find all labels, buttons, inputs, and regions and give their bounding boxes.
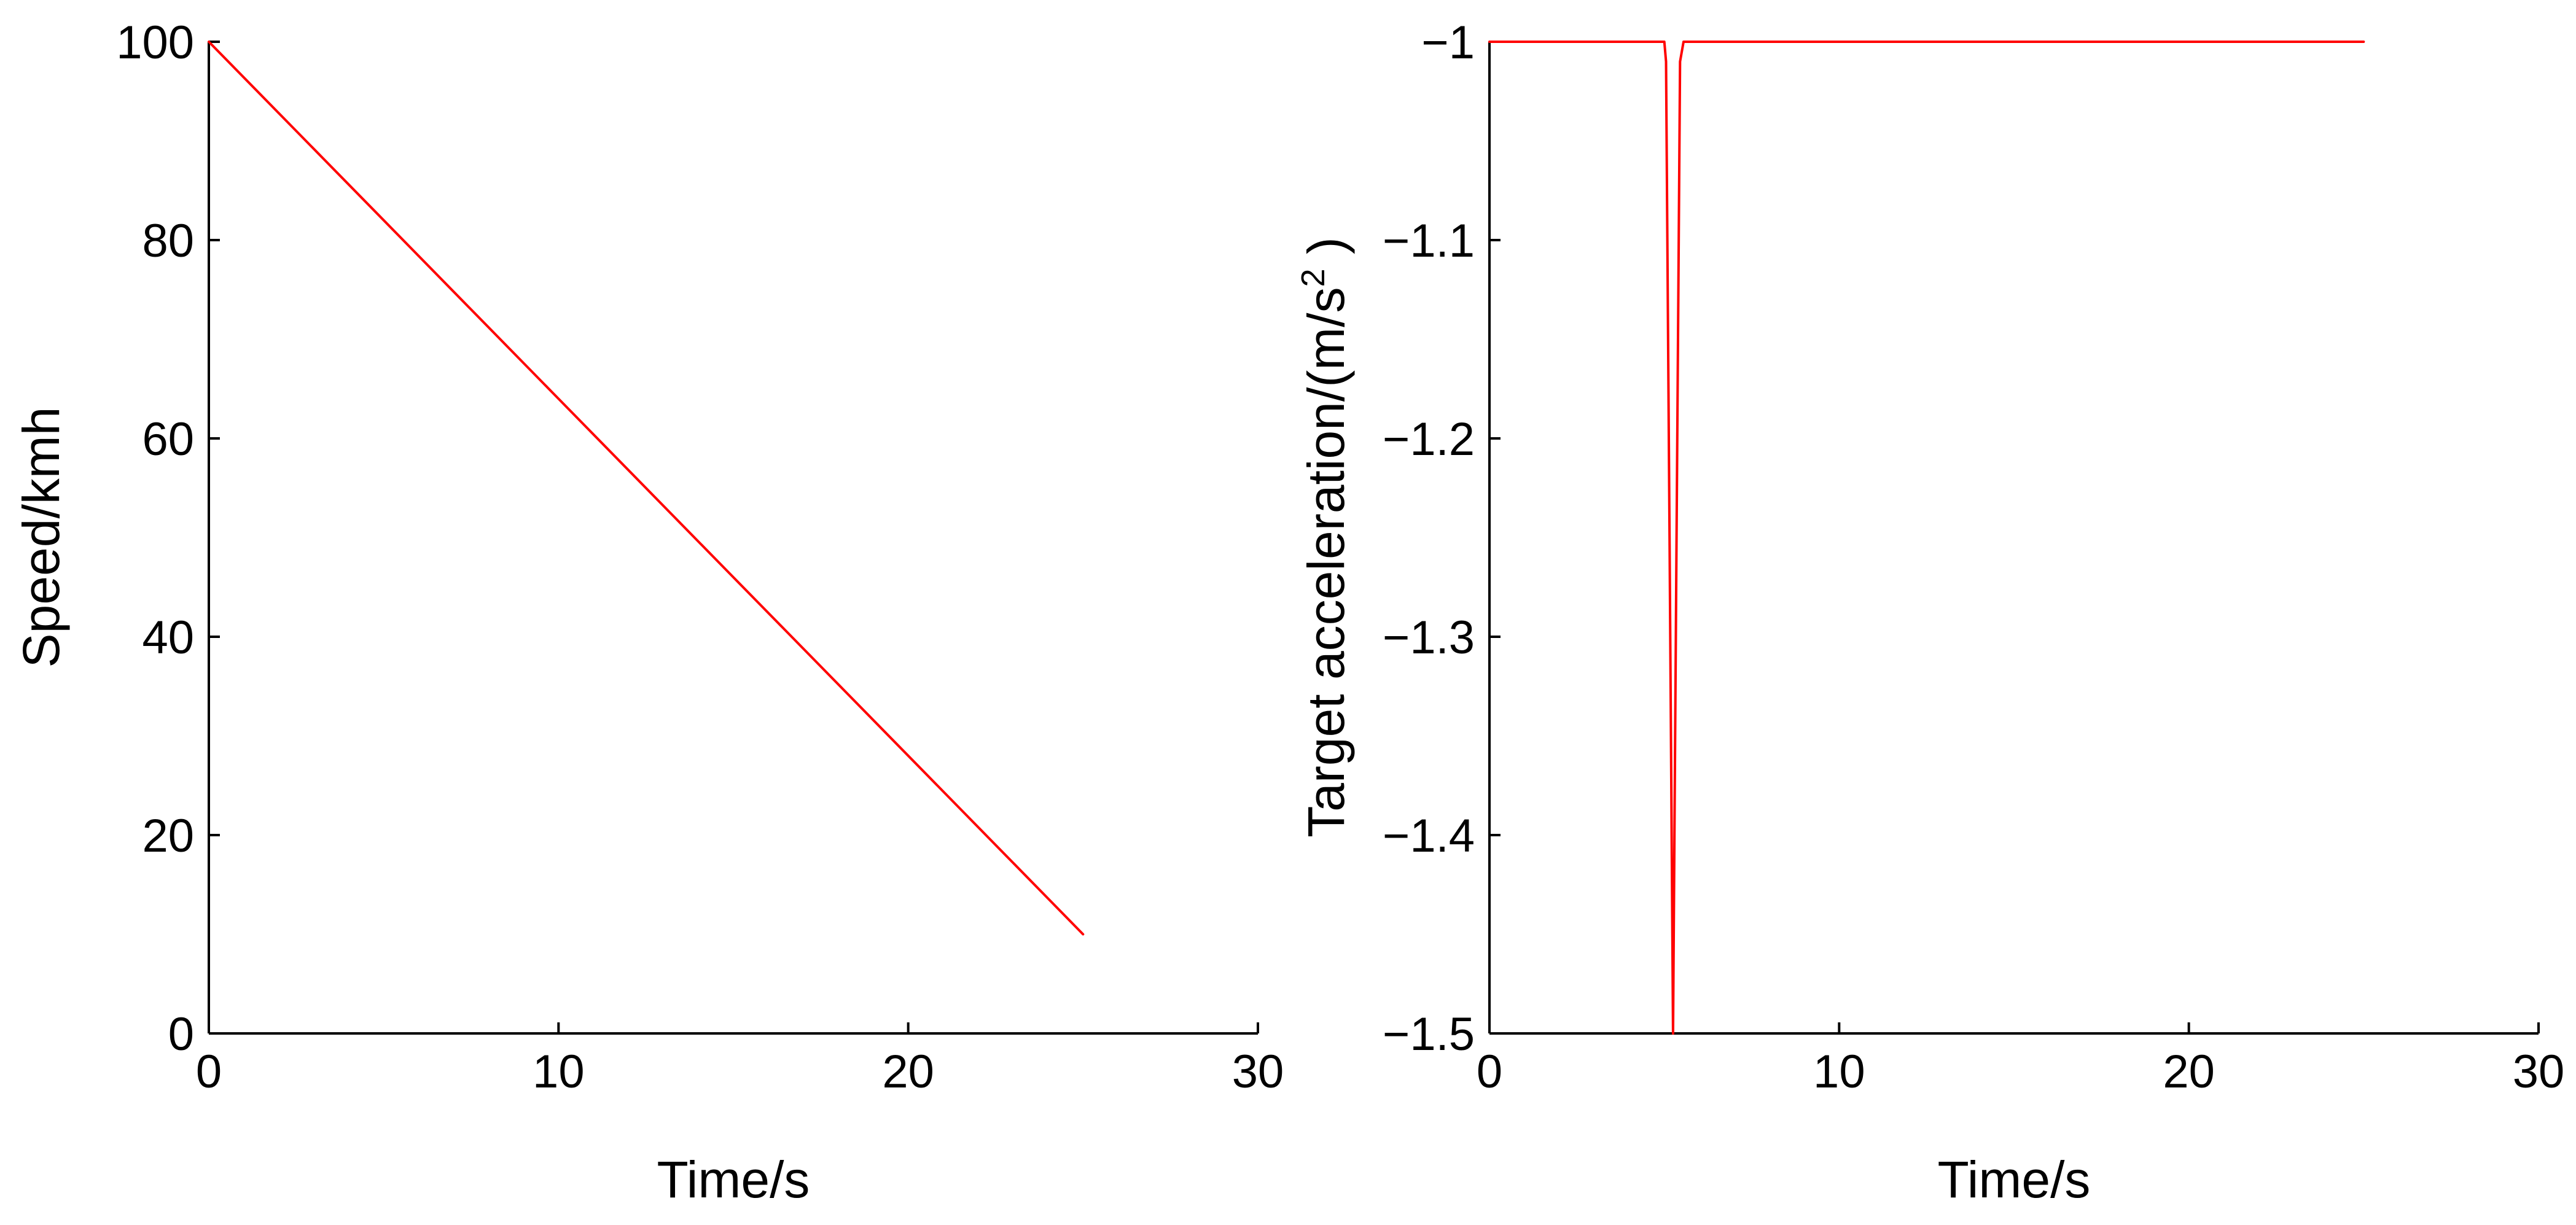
acceleration-chart-y-tick-label: −1.3	[1383, 612, 1475, 664]
acceleration-chart-x-tick-label: 0	[1477, 1046, 1502, 1098]
acceleration-chart-axes	[1488, 42, 2539, 1035]
speed-chart-axes	[208, 42, 1258, 1035]
acceleration-chart-y-tick-label: −1.5	[1383, 1008, 1475, 1060]
acceleration-chart-x-tick-label: 10	[1813, 1046, 1865, 1098]
acceleration-chart-y-axis-title-suffix: )	[1297, 237, 1355, 268]
acceleration-chart-y-tick-label: −1	[1421, 17, 1475, 69]
acceleration-chart-x-tick-label: 30	[2513, 1046, 2565, 1098]
speed-chart-y-tick-label: 0	[168, 1008, 194, 1060]
speed-chart-x-tick-label: 0	[196, 1046, 222, 1098]
acceleration-chart-y-tick-label: −1.2	[1383, 413, 1475, 465]
acceleration-chart-y-axis-title: Target acceleration/(m/s2 )	[1295, 237, 1355, 838]
speed-chart-y-tick-label: 20	[142, 810, 194, 862]
acceleration-chart-tick-labels: 0 10 20 30 −1 −1.1 −1.2 −1.3 −1.4 −1.5	[1383, 17, 2564, 1098]
speed-chart-ticks	[208, 41, 1259, 1035]
speed-chart-series-line	[208, 41, 1085, 936]
acceleration-chart-series-line	[1488, 41, 2365, 1035]
acceleration-chart-y-axis-title-superscript: 2	[1295, 268, 1332, 287]
acceleration-chart-y-axis-title-main: Target acceleration/(m/s	[1297, 287, 1355, 838]
speed-chart-y-tick-label: 80	[142, 215, 194, 267]
speed-chart-series	[208, 41, 1085, 936]
speed-chart-y-axis-title: Speed/kmh	[12, 407, 70, 668]
acceleration-chart-y-tick-label: −1.1	[1383, 215, 1475, 267]
speed-chart-tick-labels: 0 10 20 30 0 20 40 60 80 100	[116, 17, 1284, 1098]
speed-chart-y-tick-label: 60	[142, 413, 194, 465]
speed-chart-x-tick-label: 10	[533, 1046, 585, 1098]
speed-chart-x-tick-label: 30	[1232, 1046, 1284, 1098]
acceleration-chart-series	[1488, 41, 2365, 1035]
speed-chart-y-tick-label: 40	[142, 612, 194, 664]
speed-chart: 0 10 20 30 0 20 40 60 80 100 Time/s Speed/kmh	[12, 17, 1284, 1208]
acceleration-chart: 0 10 20 30 −1 −1.1 −1.2 −1.3 −1.4 −1.5 Time/s Tar…	[1295, 17, 2564, 1208]
speed-chart-y-tick-label: 100	[116, 17, 194, 69]
speed-chart-x-axis-title: Time/s	[657, 1151, 810, 1208]
acceleration-chart-x-axis-title: Time/s	[1938, 1151, 2091, 1208]
acceleration-chart-y-tick-label: −1.4	[1383, 810, 1475, 862]
acceleration-chart-x-tick-label: 20	[2163, 1046, 2215, 1098]
speed-chart-x-tick-label: 20	[882, 1046, 934, 1098]
